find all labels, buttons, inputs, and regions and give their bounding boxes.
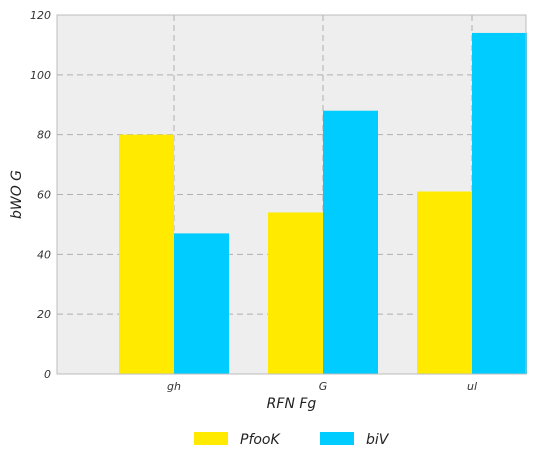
y-axis-label: bWO G: [9, 170, 25, 219]
bar-PfooK-G: [268, 212, 323, 374]
bar-PfooK-ul: [417, 191, 472, 374]
y-tick-label: 60: [37, 189, 51, 202]
bar-PfooK-gh: [119, 134, 174, 374]
bar-biV-ul: [472, 32, 527, 374]
x-tick-label: ul: [467, 380, 477, 393]
y-tick-label: 120: [30, 9, 51, 22]
legend-label: biV: [366, 432, 390, 448]
bars: [119, 32, 527, 374]
y-tick-label: 20: [37, 308, 51, 321]
y-tick-label: 80: [37, 129, 51, 142]
y-tick-label: 0: [44, 368, 51, 381]
bar-biV-gh: [174, 233, 229, 374]
x-tick-label: G: [319, 380, 328, 393]
plot-frame: [56, 14, 527, 375]
bar-biV-G: [323, 110, 378, 374]
legend: PfooK biV: [194, 432, 390, 448]
y-tick-label: 40: [37, 248, 51, 261]
legend-label: PfooK: [240, 432, 282, 448]
legend-swatch-PfooK: [194, 432, 228, 445]
y-axis-ticks: 0 20 40 60 80 100 120: [30, 9, 51, 381]
legend-swatch-biV: [320, 432, 354, 445]
x-tick-label: gh: [167, 380, 181, 393]
y-tick-label: 100: [30, 69, 51, 82]
x-axis-label: RFN Fg: [267, 396, 317, 412]
